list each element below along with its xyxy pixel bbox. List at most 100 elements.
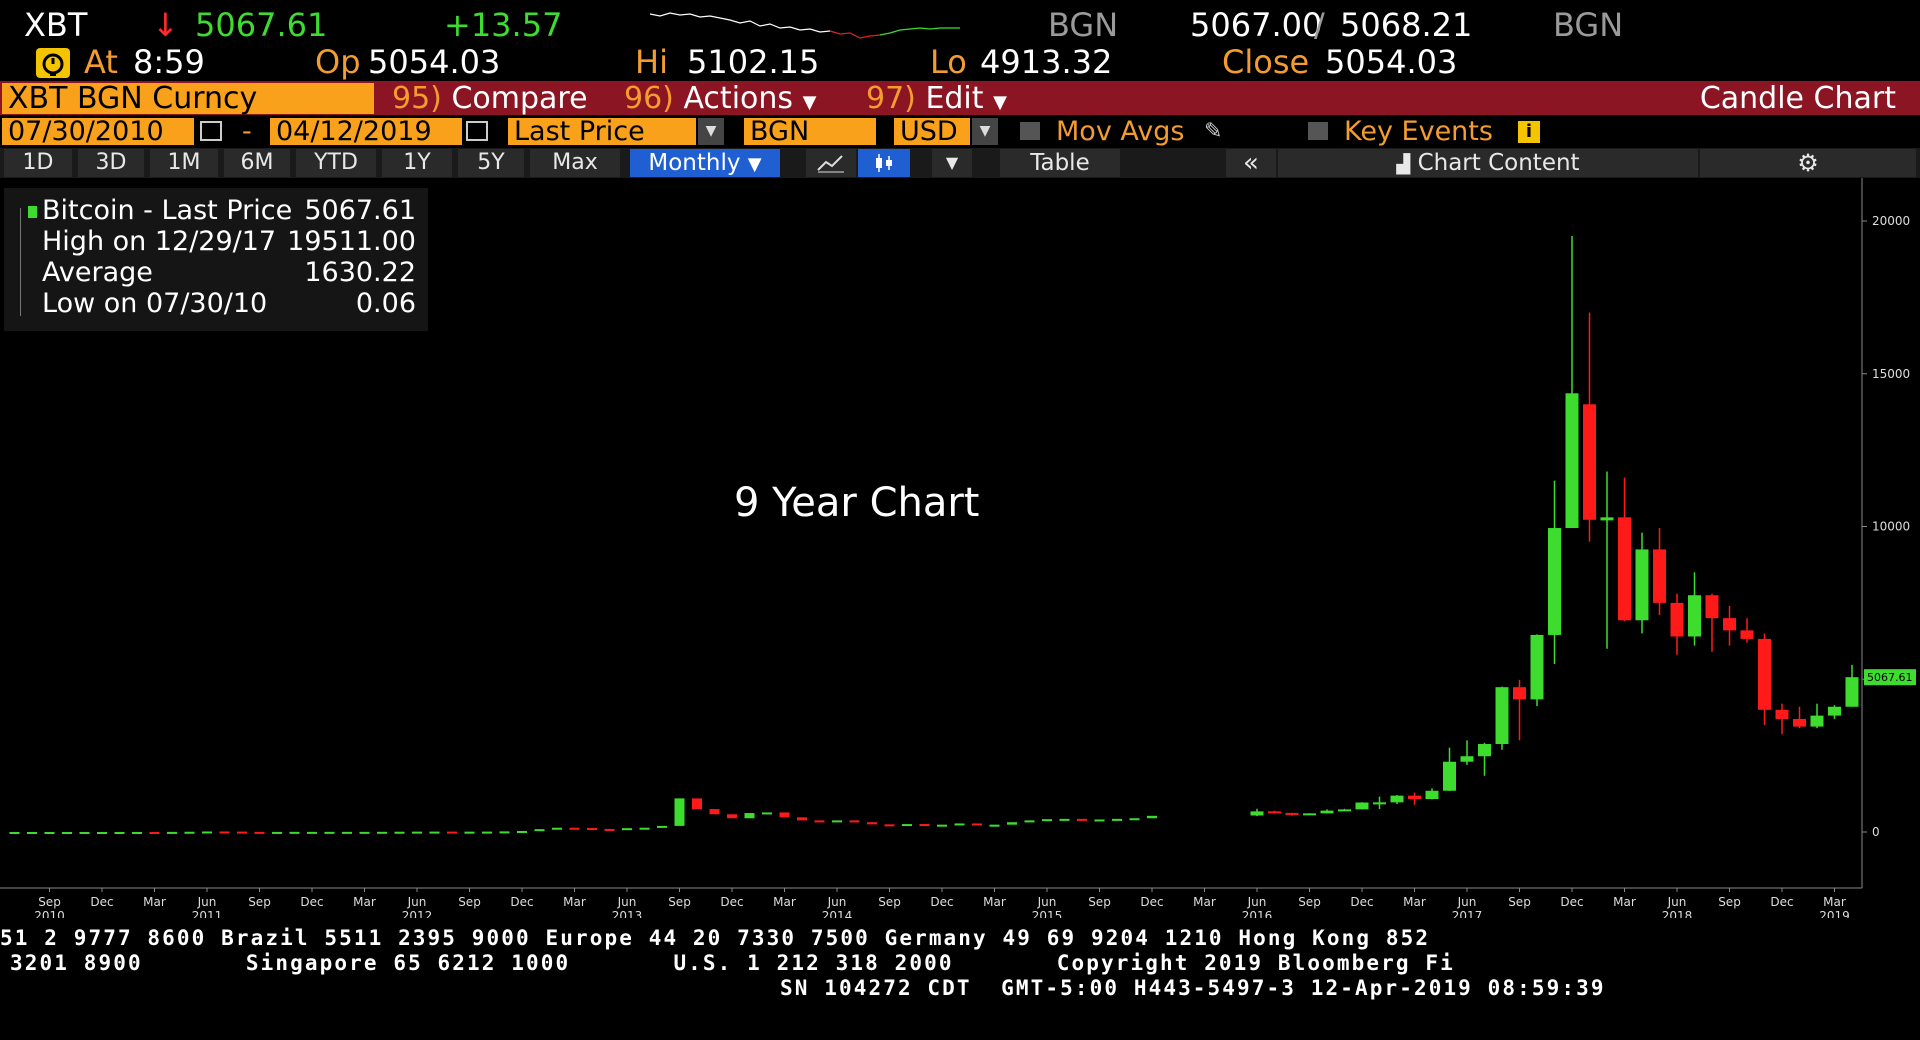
period-button-1y[interactable]: 1Y xyxy=(382,149,452,177)
candle-body xyxy=(1758,638,1771,710)
x-tick-year-label: 2016 xyxy=(1242,909,1273,918)
candle-body xyxy=(167,831,177,834)
candle-chart: 05000100001500020000Sep2010DecMarJun2011… xyxy=(0,178,1916,918)
x-tick-label: Mar xyxy=(983,895,1006,909)
candle-body xyxy=(1548,528,1561,635)
end-date-field[interactable]: 04/12/2019 xyxy=(270,118,462,145)
source-field[interactable]: BGN xyxy=(744,118,876,145)
line-chart-icon[interactable] xyxy=(806,149,856,177)
candle-chart-icon[interactable] xyxy=(858,149,910,177)
collapse-panel-icon[interactable]: « xyxy=(1226,149,1276,177)
key-events-label[interactable]: Key Events xyxy=(1344,116,1493,147)
candle-body xyxy=(1303,813,1316,816)
mov-avgs-label[interactable]: Mov Avgs xyxy=(1056,116,1185,147)
pencil-icon[interactable]: ✎ xyxy=(1204,119,1223,144)
x-tick-label: Jun xyxy=(407,895,427,909)
key-events-checkbox[interactable] xyxy=(1308,122,1328,140)
price-field: Last Price xyxy=(514,116,645,147)
chevron-down-icon[interactable]: ▼ xyxy=(698,118,724,145)
start-date: 07/30/2010 xyxy=(8,116,164,147)
x-tick-label: Mar xyxy=(773,895,796,909)
info-icon[interactable]: i xyxy=(1518,121,1540,143)
period-button-1d[interactable]: 1D xyxy=(4,149,72,177)
candle-body xyxy=(1042,819,1052,822)
x-tick-label: Jun xyxy=(1457,895,1477,909)
currency-field[interactable]: USD xyxy=(894,118,970,145)
x-tick-label: Mar xyxy=(1193,895,1216,909)
legend-tree-line xyxy=(20,208,21,316)
bid-price: 5067.00 xyxy=(1190,6,1323,44)
candle-body xyxy=(552,827,562,830)
legend-value-high: 19511.00 xyxy=(287,226,416,257)
gear-icon[interactable]: ⚙ xyxy=(1700,149,1916,177)
candle-body xyxy=(1565,393,1579,529)
y-tick-label: 15000 xyxy=(1872,367,1910,381)
x-tick-year-label: 2015 xyxy=(1032,909,1063,918)
candle-body xyxy=(937,824,947,827)
clock-icon xyxy=(36,48,70,78)
compare-shortcut: 95) xyxy=(392,81,442,116)
candle-body xyxy=(1129,818,1140,821)
candle-body xyxy=(9,831,20,834)
x-tick-year-label: 2010 xyxy=(34,909,65,918)
x-tick-label: Dec xyxy=(1560,895,1583,909)
x-tick-label: Mar xyxy=(563,895,586,909)
candle-body xyxy=(1147,815,1157,819)
chart-content-button[interactable]: ▟ Chart Content xyxy=(1278,149,1698,177)
x-tick-label: Jun xyxy=(197,895,217,909)
candle-body xyxy=(674,798,685,826)
period-button-ytd[interactable]: YTD xyxy=(296,149,376,177)
candle-body xyxy=(429,831,440,834)
legend-series-marker xyxy=(28,206,37,218)
candle-body xyxy=(692,798,702,810)
period-button-6m[interactable]: 6M xyxy=(224,149,290,177)
period-button-5y[interactable]: 5Y xyxy=(458,149,524,177)
last-price-tag xyxy=(1864,669,1916,686)
chart-content-icon: ▟ xyxy=(1396,154,1411,175)
source-value: BGN xyxy=(750,116,810,147)
candle-body xyxy=(832,820,842,823)
candle-body xyxy=(447,831,457,834)
edit-button[interactable]: 97) Edit ▼ xyxy=(858,83,1030,114)
price-field-select[interactable]: Last Price xyxy=(508,118,696,145)
x-tick-year-label: 2012 xyxy=(402,909,433,918)
candle-body xyxy=(1618,517,1631,621)
x-tick-label: Sep xyxy=(248,895,271,909)
calendar-icon[interactable] xyxy=(200,121,222,141)
period-button-3d[interactable]: 3D xyxy=(78,149,144,177)
x-tick-label: Dec xyxy=(90,895,113,909)
candle-body xyxy=(132,831,142,834)
candle-body xyxy=(1705,595,1719,619)
chevron-down-icon[interactable]: ▼ xyxy=(932,149,972,177)
start-date-field[interactable]: 07/30/2010 xyxy=(2,118,194,145)
compare-button[interactable]: 95) Compare xyxy=(380,83,602,114)
footer-line-2: 3201 8900 Singapore 65 6212 1000 U.S. 1 … xyxy=(10,951,1455,975)
open-value: 5054.03 xyxy=(368,43,501,81)
x-tick-label: Sep xyxy=(38,895,61,909)
candle-body xyxy=(902,824,912,827)
quote-time: 8:59 xyxy=(133,43,205,81)
candle-body xyxy=(289,831,300,834)
table-button[interactable]: Table xyxy=(1000,149,1120,177)
period-button-max[interactable]: Max xyxy=(530,149,620,177)
actions-button[interactable]: 96) Actions ▼ xyxy=(612,83,850,114)
chevron-down-icon[interactable]: ▼ xyxy=(972,118,998,145)
mov-avgs-checkbox[interactable] xyxy=(1020,122,1040,140)
actions-label: Actions xyxy=(683,81,794,116)
candle-body xyxy=(79,831,90,834)
candle-body xyxy=(394,831,405,834)
candle-body xyxy=(412,831,422,834)
period-button-1m[interactable]: 1M xyxy=(150,149,218,177)
y-tick-label: 0 xyxy=(1872,825,1880,839)
calendar-icon[interactable] xyxy=(466,121,488,141)
x-tick-label: Dec xyxy=(1140,895,1163,909)
candle-body xyxy=(1408,795,1421,800)
x-tick-label: Jun xyxy=(1037,895,1057,909)
candle-body xyxy=(569,827,580,830)
x-tick-year-label: 2011 xyxy=(192,909,223,918)
security-field[interactable]: XBT BGN Curncy xyxy=(2,83,374,114)
candle-body xyxy=(184,831,195,834)
frequency-select[interactable]: Monthly ▼ xyxy=(630,149,780,177)
date-range-dash: - xyxy=(242,116,252,147)
x-tick-label: Sep xyxy=(1718,895,1741,909)
